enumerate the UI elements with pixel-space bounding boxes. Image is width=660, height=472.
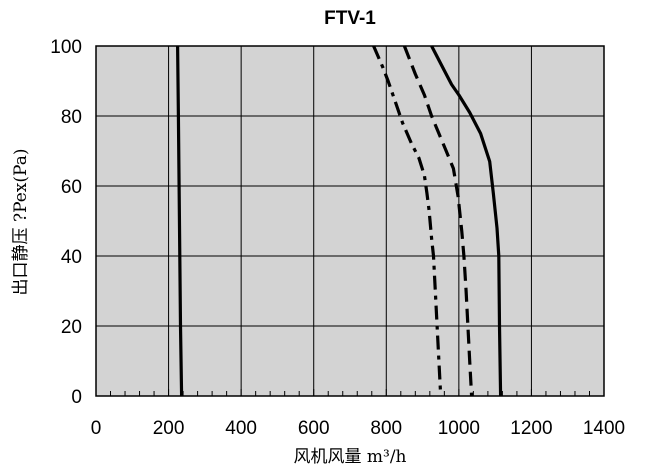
y-tick-label-2: 40 bbox=[61, 247, 82, 268]
plot-area bbox=[96, 46, 604, 396]
plot-frame bbox=[95, 45, 605, 397]
curve-1 bbox=[176, 45, 184, 397]
chart-title: FTV-1 bbox=[324, 8, 376, 29]
x-tick-label-1: 200 bbox=[153, 418, 185, 439]
curve-3 bbox=[402, 45, 474, 397]
x-tick-label-0: 0 bbox=[91, 418, 102, 439]
x-tick-label-5: 1000 bbox=[438, 418, 480, 439]
y-tick-label-0: 0 bbox=[71, 387, 82, 408]
x-axis-label: 风机风量 m³/h bbox=[293, 447, 406, 467]
curve-2 bbox=[430, 45, 503, 397]
y-tick-label-1: 20 bbox=[61, 317, 82, 338]
x-tick-label-7: 1400 bbox=[583, 418, 625, 439]
x-tick-label-6: 1200 bbox=[510, 418, 552, 439]
y-tick-label-4: 80 bbox=[61, 107, 82, 128]
y-tick-label-3: 60 bbox=[61, 177, 82, 198]
y-axis-label: 出口静压 ?Pex(Pa) bbox=[11, 149, 31, 296]
y-ticks: 0 20 40 60 80 100 bbox=[50, 37, 102, 408]
x-tick-label-2: 400 bbox=[225, 418, 257, 439]
x-tick-label-4: 800 bbox=[370, 418, 402, 439]
curves bbox=[176, 45, 503, 397]
x-tick-label-3: 600 bbox=[298, 418, 330, 439]
y-tick-label-5: 100 bbox=[50, 37, 82, 58]
plot-border bbox=[95, 45, 605, 397]
curve-4 bbox=[372, 45, 443, 397]
x-ticks: 0 200 400 600 800 1000 1200 1400 bbox=[91, 389, 625, 439]
